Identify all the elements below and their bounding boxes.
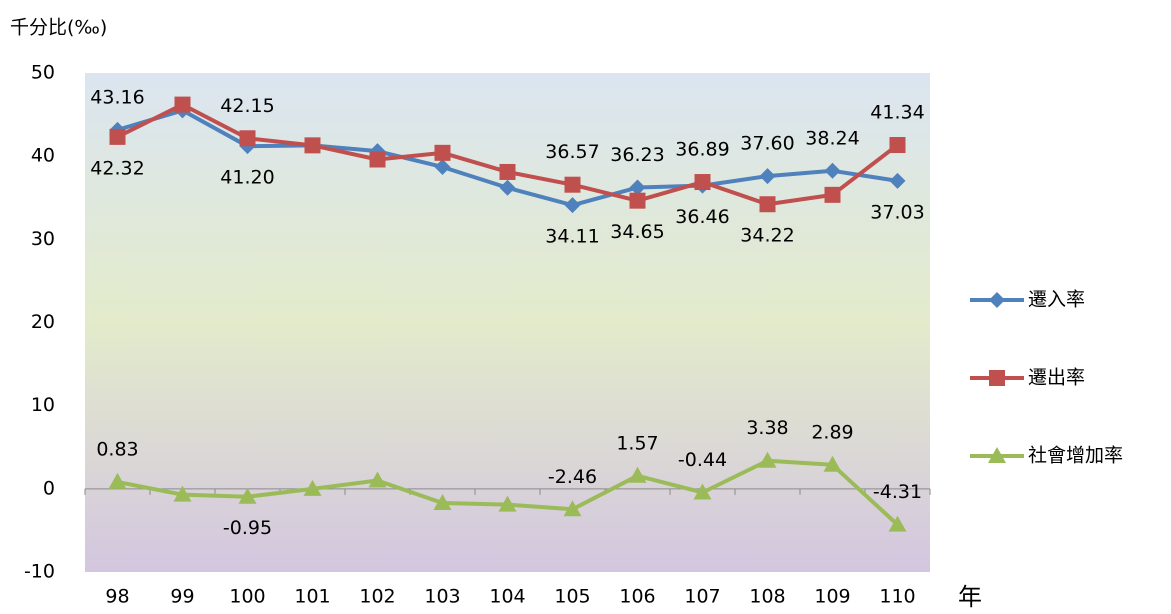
data-point <box>759 168 776 185</box>
y-tick-label: 40 <box>31 145 55 167</box>
legend-marker <box>989 370 1005 386</box>
y-tick-label: 50 <box>31 62 55 84</box>
data-point <box>369 151 386 168</box>
data-label: 41.20 <box>220 167 274 189</box>
x-tick-label: 105 <box>554 586 590 608</box>
data-point <box>824 186 841 203</box>
y-tick-label: 20 <box>31 311 55 333</box>
data-point <box>239 130 256 147</box>
data-label: 0.83 <box>96 438 138 460</box>
data-point <box>434 158 451 175</box>
x-tick-label: 110 <box>879 586 915 608</box>
data-point <box>628 466 647 483</box>
x-tick-label: 108 <box>749 586 785 608</box>
data-point <box>823 455 842 472</box>
x-tick-label: 101 <box>294 586 330 608</box>
x-tick-label: 106 <box>619 586 655 608</box>
x-tick-label: 104 <box>489 586 525 608</box>
data-label: 34.11 <box>545 226 599 248</box>
legend-label: 遷入率 <box>1028 289 1085 311</box>
data-point <box>368 471 387 488</box>
data-label: 37.60 <box>740 133 794 155</box>
data-label: -2.46 <box>548 466 597 488</box>
data-label: 3.38 <box>746 417 788 439</box>
legend-marker <box>988 447 1006 463</box>
data-point <box>434 144 451 161</box>
data-point <box>693 483 712 500</box>
x-tick-label: 103 <box>424 586 460 608</box>
data-label: 36.23 <box>610 144 664 166</box>
data-point <box>564 197 581 214</box>
x-tick-label: 107 <box>684 586 720 608</box>
y-axis-title: 千分比(‰) <box>10 17 107 39</box>
data-point <box>563 500 582 517</box>
data-point <box>888 515 907 532</box>
data-point <box>304 137 321 154</box>
data-point <box>889 137 906 154</box>
data-label: 34.22 <box>740 225 794 247</box>
data-label: 36.57 <box>545 141 599 163</box>
data-point <box>108 472 127 489</box>
data-point <box>889 172 906 189</box>
data-label: 41.34 <box>870 102 924 124</box>
y-tick-label: 30 <box>31 228 55 250</box>
x-tick-label: 102 <box>359 586 395 608</box>
data-point <box>824 162 841 179</box>
data-point <box>759 196 776 213</box>
data-point <box>238 487 257 504</box>
legend-marker <box>989 292 1005 308</box>
data-label: 37.03 <box>870 201 924 223</box>
legend-label: 遷出率 <box>1028 367 1085 389</box>
y-tick-label: 0 <box>43 477 55 499</box>
data-label: 38.24 <box>805 127 859 149</box>
data-point <box>629 179 646 196</box>
legend-label: 社會增加率 <box>1028 445 1123 467</box>
y-tick-label: -10 <box>24 561 55 583</box>
data-point <box>629 192 646 209</box>
x-axis-title: 年 <box>958 583 982 611</box>
data-point <box>499 163 516 180</box>
data-label: 42.32 <box>90 157 144 179</box>
data-label: 42.15 <box>220 95 274 117</box>
x-tick-label: 109 <box>814 586 850 608</box>
data-point <box>564 176 581 193</box>
data-point <box>433 493 452 510</box>
data-point <box>174 96 191 113</box>
data-label: -0.44 <box>678 449 727 471</box>
data-label: 34.65 <box>610 221 664 243</box>
data-point <box>498 495 517 512</box>
data-label: -0.95 <box>223 517 272 539</box>
data-point <box>499 179 516 196</box>
data-label: 2.89 <box>811 421 853 443</box>
data-point <box>303 479 322 496</box>
data-label: 36.46 <box>675 206 729 228</box>
data-point <box>173 485 192 502</box>
data-point <box>109 128 126 145</box>
data-label: 36.89 <box>675 139 729 161</box>
y-tick-label: 10 <box>31 394 55 416</box>
x-tick-label: 98 <box>105 586 129 608</box>
data-label: 1.57 <box>616 432 658 454</box>
data-point <box>758 451 777 468</box>
data-label: 43.16 <box>90 86 144 108</box>
x-tick-label: 99 <box>170 586 194 608</box>
data-point <box>694 174 711 191</box>
x-tick-label: 100 <box>229 586 265 608</box>
data-label: -4.31 <box>873 481 922 503</box>
